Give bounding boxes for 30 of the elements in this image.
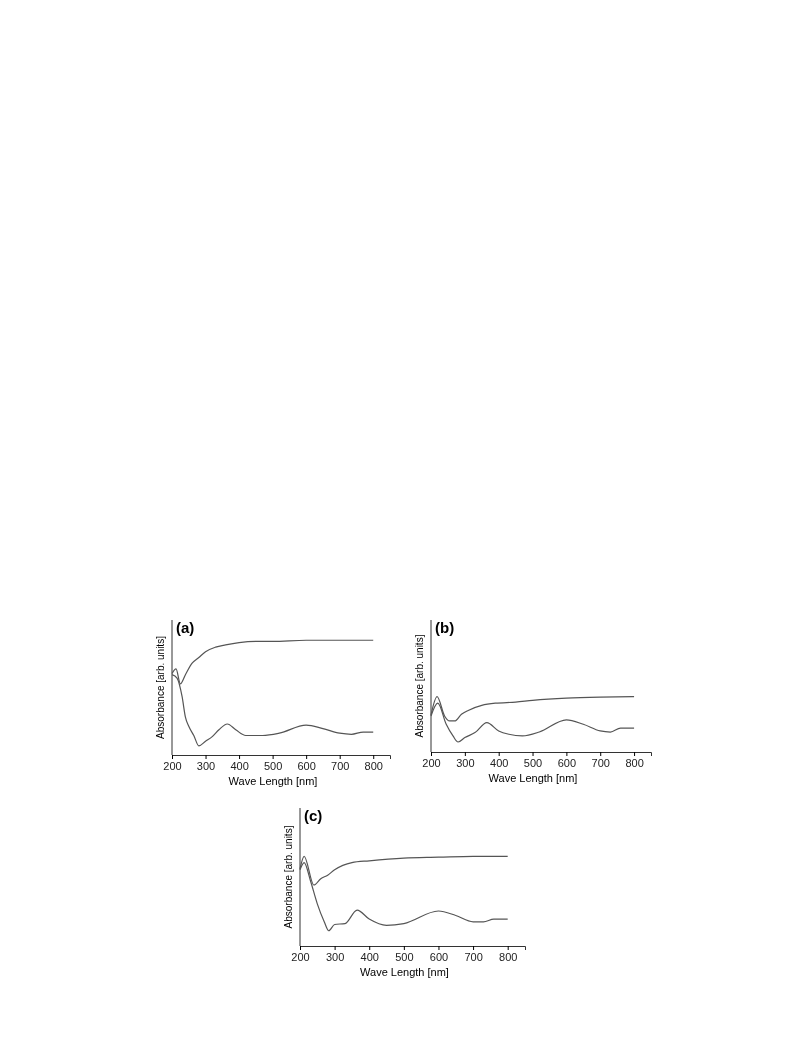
x-tick-label: 800	[499, 950, 518, 963]
x-tick-label: 600	[297, 759, 316, 772]
x-tick-label: 800	[364, 759, 383, 772]
y-axis-title: Absorbance [arb. units]	[414, 634, 425, 738]
chart-title: (c)	[304, 807, 323, 824]
x-tick-label: 200	[291, 950, 310, 963]
x-tick-label: 800	[625, 756, 644, 769]
y-axis-title: Absorbance [arb. units]	[283, 825, 294, 929]
x-tick-label: 600	[557, 756, 577, 769]
x-axis-title: Wave Length [nm]	[360, 966, 449, 978]
x-tick-label: 500	[523, 756, 543, 769]
x-tick-label: 500	[263, 759, 283, 772]
x-tick-label: 700	[331, 759, 350, 772]
x-tick-label: 700	[464, 950, 483, 963]
chart-title: (b)	[435, 619, 455, 636]
x-tick-label: 600	[429, 950, 449, 963]
x-tick-label: 200	[163, 759, 182, 772]
x-tick-label: 300	[325, 950, 345, 963]
x-tick-label: 400	[360, 950, 379, 963]
x-tick-label: 500	[395, 950, 414, 963]
x-tick-label: 400	[230, 759, 249, 772]
x-tick-label: 300	[196, 759, 216, 772]
chart-title: (a)	[176, 619, 195, 636]
x-axis-title: Wave Length [nm]	[228, 775, 318, 787]
x-axis-title: Wave Length [nm]	[488, 772, 578, 784]
x-tick-label: 400	[490, 756, 509, 769]
x-tick-label: 300	[456, 756, 475, 769]
x-tick-label: 200	[422, 756, 441, 769]
x-tick-label: 700	[591, 756, 610, 769]
y-axis-title: Absorbance [arb. units]	[155, 635, 166, 739]
